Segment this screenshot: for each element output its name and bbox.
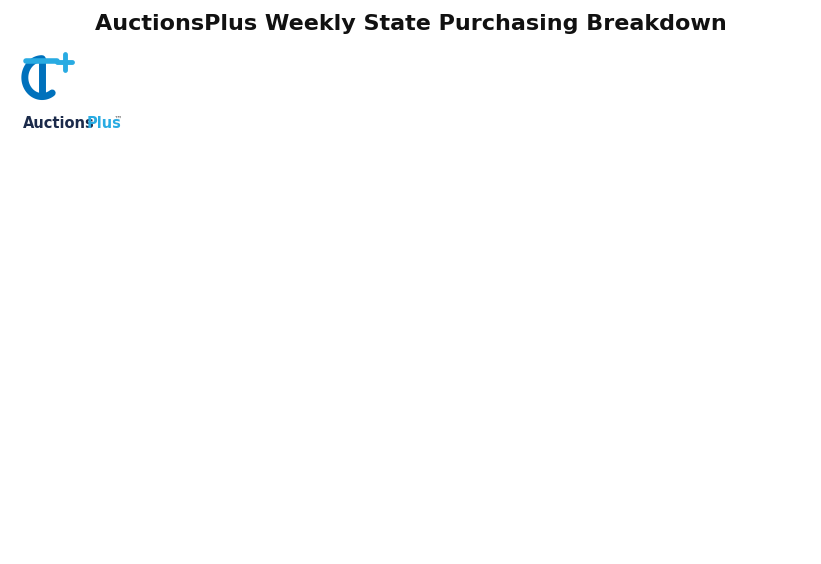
Text: ™: ™ bbox=[113, 114, 122, 124]
Text: AuctionsPlus Weekly State Purchasing Breakdown: AuctionsPlus Weekly State Purchasing Bre… bbox=[94, 14, 727, 34]
Text: Plus: Plus bbox=[86, 116, 121, 131]
Text: Auctions: Auctions bbox=[23, 116, 94, 131]
